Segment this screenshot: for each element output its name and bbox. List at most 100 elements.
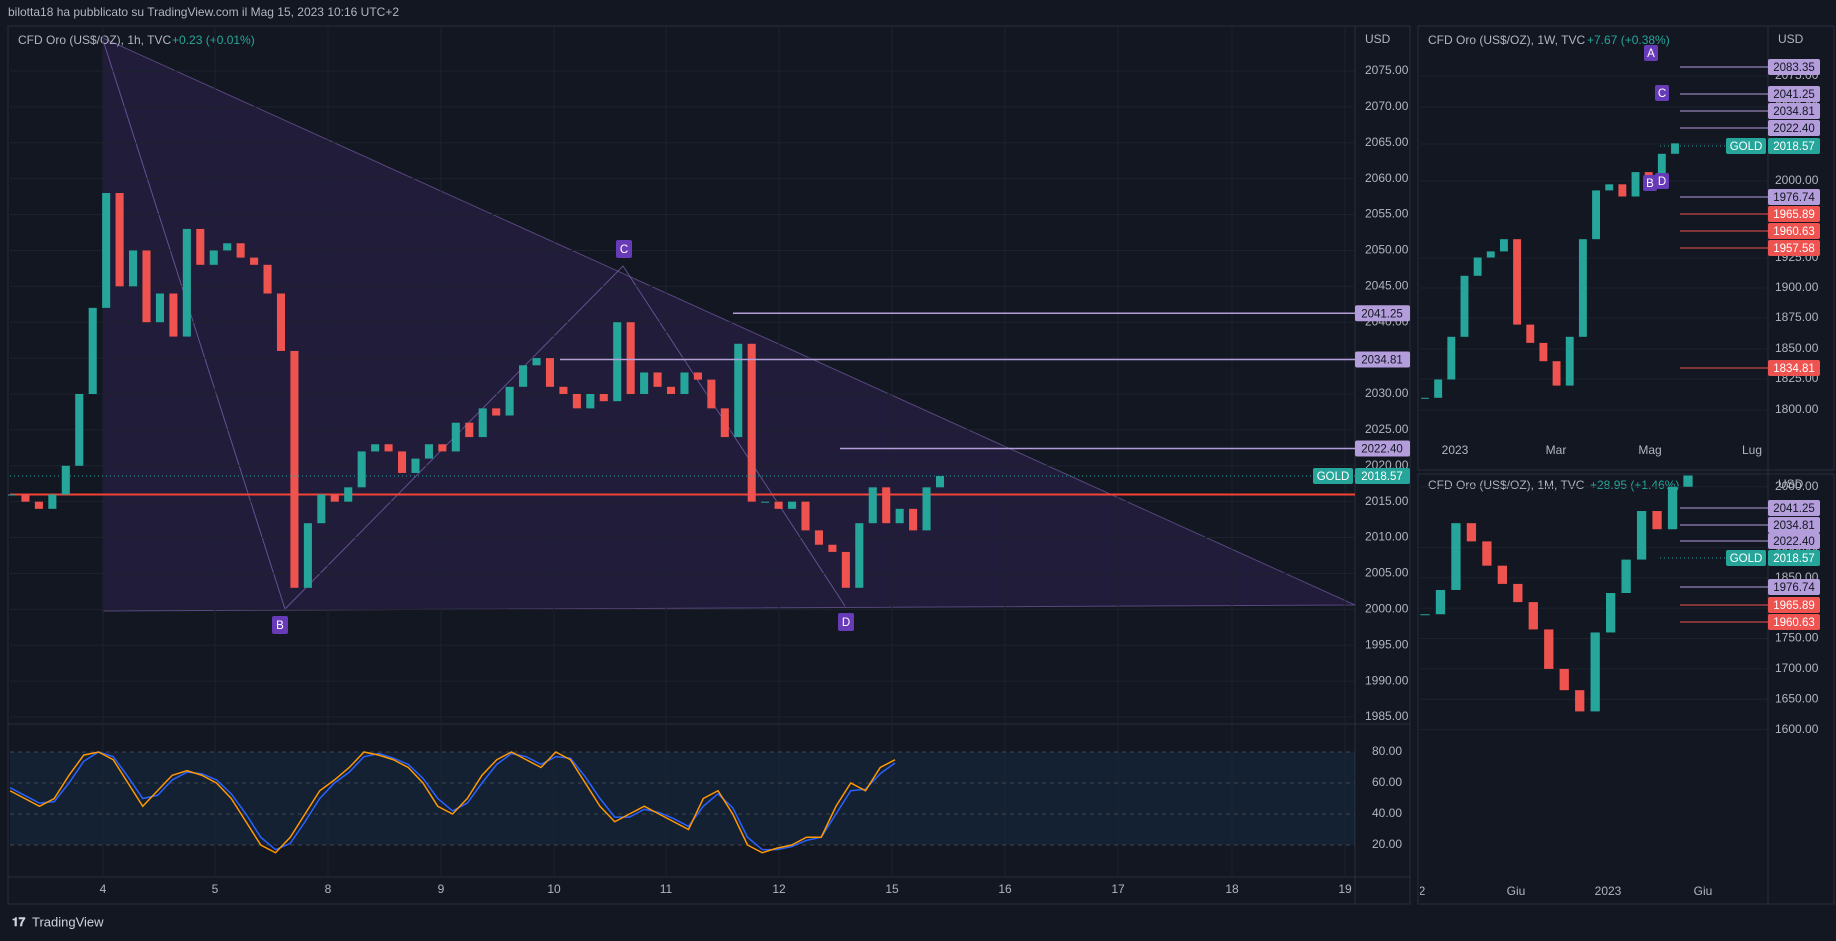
- candle: [1552, 361, 1561, 386]
- candle: [1559, 668, 1569, 691]
- x-tick-label: 10: [547, 882, 561, 896]
- candle: [707, 379, 716, 409]
- price-label-bg: [1768, 206, 1820, 222]
- y-tick-label: 20.00: [1372, 837, 1402, 851]
- main-legend: CFD Oro (US$/OZ), 1h, TVC: [18, 33, 171, 47]
- price-label: 2022.40: [1773, 536, 1815, 548]
- y-tick-label: 2050.00: [1365, 243, 1409, 257]
- price-label: 2034.81: [1773, 106, 1815, 118]
- price-label-bg: [1355, 468, 1410, 485]
- price-label-bg: [1768, 103, 1820, 119]
- candle: [1578, 239, 1587, 337]
- candle: [61, 465, 70, 495]
- candle: [841, 551, 850, 588]
- x-tick-label: 2023: [1442, 443, 1469, 457]
- point-label: D: [842, 617, 850, 629]
- candle: [1657, 153, 1666, 179]
- price-label: 2018.57: [1773, 553, 1815, 565]
- candle: [666, 386, 676, 394]
- y-tick-label: 1995.00: [1365, 637, 1409, 651]
- candles: [1421, 143, 1679, 399]
- candle: [1434, 379, 1443, 398]
- currency: USD: [1778, 477, 1804, 491]
- symbol-label: GOLD: [1317, 471, 1350, 483]
- candle: [411, 458, 420, 473]
- y-tick-label: 2055.00: [1365, 207, 1409, 221]
- price-label-bg: [1768, 579, 1820, 595]
- candle: [263, 264, 272, 294]
- candle: [922, 487, 931, 531]
- candle: [747, 343, 756, 502]
- point-label-bg: [1655, 85, 1669, 101]
- candle: [1466, 523, 1477, 542]
- price-label: 1965.89: [1773, 209, 1815, 221]
- price-label: 1976.74: [1773, 192, 1815, 204]
- candle: [142, 250, 151, 323]
- candle: [1636, 511, 1647, 560]
- candle: [1513, 583, 1523, 603]
- y-tick-label: 2030.00: [1365, 386, 1409, 400]
- y-tick-label: 60.00: [1372, 775, 1402, 789]
- monthly-change: +28.95 (+1.46%): [1590, 478, 1679, 492]
- y-tick-label: 2025.00: [1365, 422, 1409, 436]
- candle: [250, 257, 259, 265]
- candle: [895, 508, 904, 524]
- symbol-label: GOLD: [1730, 553, 1763, 565]
- candle: [290, 350, 299, 588]
- candle: [626, 322, 635, 394]
- candle: [734, 343, 743, 438]
- candle: [814, 530, 823, 545]
- candle: [492, 408, 501, 416]
- currency: USD: [1778, 32, 1804, 46]
- price-label: 1965.89: [1773, 600, 1815, 612]
- candle: [720, 408, 729, 438]
- point-label-bg: [1643, 175, 1657, 191]
- candle: [774, 501, 783, 509]
- price-label-bg: [1768, 223, 1820, 239]
- candle: [48, 494, 57, 509]
- candle: [276, 293, 286, 351]
- weekly-change: +7.67 (+0.38%): [1587, 33, 1670, 47]
- point-label-bg: [616, 240, 632, 258]
- price-label: 2041.25: [1773, 89, 1815, 101]
- x-tick-label: Mar: [1546, 443, 1567, 457]
- x-tick-label: 16: [998, 882, 1012, 896]
- candle: [478, 408, 487, 438]
- price-label-bg: [1768, 597, 1820, 613]
- x-tick-label: 5: [212, 882, 219, 896]
- x-tick-label: 9: [438, 882, 445, 896]
- candle: [1683, 475, 1693, 487]
- y-tick-label: 1650.00: [1775, 691, 1819, 705]
- candle: [1618, 184, 1627, 197]
- price-label-bg: [1768, 189, 1820, 205]
- price-label-bg: [1355, 305, 1410, 322]
- candle: [344, 487, 353, 502]
- candle: [1513, 239, 1522, 325]
- price-label-bg: [1768, 533, 1820, 549]
- logo-mark: 𝟏𝟕: [12, 915, 26, 929]
- y-tick-label: 2045.00: [1365, 279, 1409, 293]
- candle: [357, 451, 366, 488]
- candle: [196, 228, 205, 265]
- y-tick-label: 40.00: [1372, 806, 1402, 820]
- y-tick-label: 1875.00: [1775, 310, 1819, 324]
- point-label: B: [1646, 178, 1654, 190]
- candle: [653, 372, 662, 387]
- candle: [1671, 143, 1679, 154]
- candle: [424, 444, 433, 459]
- candle: [209, 250, 218, 265]
- x-tick-label: 11: [660, 882, 673, 896]
- price-label-bg: [1768, 86, 1820, 102]
- price-label: 1960.63: [1773, 226, 1815, 238]
- monthly-legend: CFD Oro (US$/OZ), 1M, TVC: [1428, 478, 1585, 492]
- candle: [559, 386, 568, 394]
- candle: [680, 372, 689, 394]
- candle: [303, 523, 312, 588]
- price-label-bg: [1355, 351, 1410, 368]
- price-label: 1957.58: [1773, 243, 1815, 255]
- candle: [1652, 511, 1662, 530]
- x-tick-label: Lug: [1742, 443, 1762, 457]
- candle: [438, 444, 447, 452]
- symbol-label-bg: [1726, 138, 1766, 154]
- candle: [935, 476, 945, 488]
